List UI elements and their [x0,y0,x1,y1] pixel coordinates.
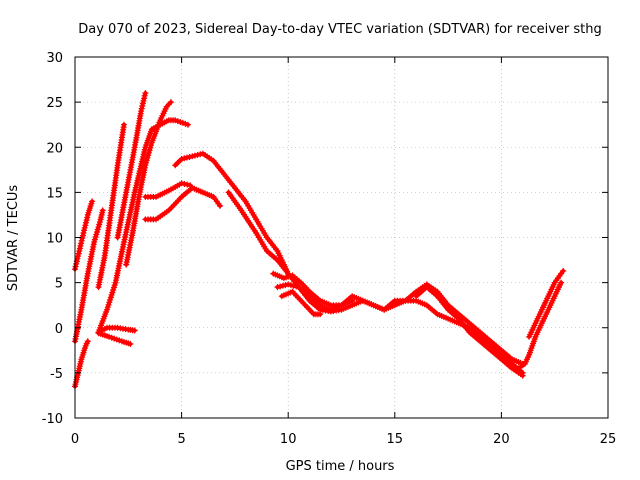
x-tick-label: 10 [280,432,297,447]
series-markers [123,99,174,268]
chart-title: Day 070 of 2023, Sidereal Day-to-day VTE… [78,22,602,37]
series-arc9 [114,90,149,241]
grid-lines [75,57,608,418]
y-tick-label: 5 [55,277,63,292]
series-markers [114,90,149,241]
series-arc11 [142,184,223,223]
series-markers [413,284,526,379]
x-tick-label: 5 [177,432,185,447]
series-arc16 [278,288,324,318]
series-markers [95,330,134,347]
x-axis-label: GPS time / hours [286,459,395,474]
x-tick-label: 0 [71,432,79,447]
series-markers [278,288,324,318]
series-arc8 [123,99,174,268]
y-tick-label: 15 [46,186,63,201]
series-markers [515,279,565,372]
series-arc10 [142,180,194,200]
y-tick-label: 0 [55,322,63,337]
series-markers [142,184,223,223]
y-tick-label: -10 [42,412,63,427]
series-arc7 [95,330,134,347]
plot-frame [74,56,609,419]
series-arc18 [515,279,565,372]
y-tick-label: 20 [46,141,63,156]
x-tick-label: 25 [600,432,617,447]
x-tick-label: 15 [387,432,404,447]
series-arc19 [526,267,567,340]
series-markers [95,121,127,291]
data-series [72,90,567,390]
series-markers [526,267,567,340]
series-markers [172,150,526,376]
y-tick-label: -5 [50,367,63,382]
series-arc17 [413,284,526,379]
series-band [173,151,525,375]
x-tick-label: 20 [493,432,510,447]
axis-ticks: 0 5 10 15 20 25 -10 -5 0 5 10 15 20 25 30 [42,51,617,447]
y-axis-label: SDTVAR / TECUs [6,185,21,292]
y-tick-label: 30 [46,51,63,66]
series-arc12 [172,150,526,376]
y-tick-label: 10 [46,232,63,247]
series-arc13 [225,189,292,277]
series-markers [142,180,194,200]
y-tick-label: 25 [46,96,63,111]
series-markers [225,189,292,277]
series-arc4 [95,121,127,291]
series-arc5 [95,117,191,336]
